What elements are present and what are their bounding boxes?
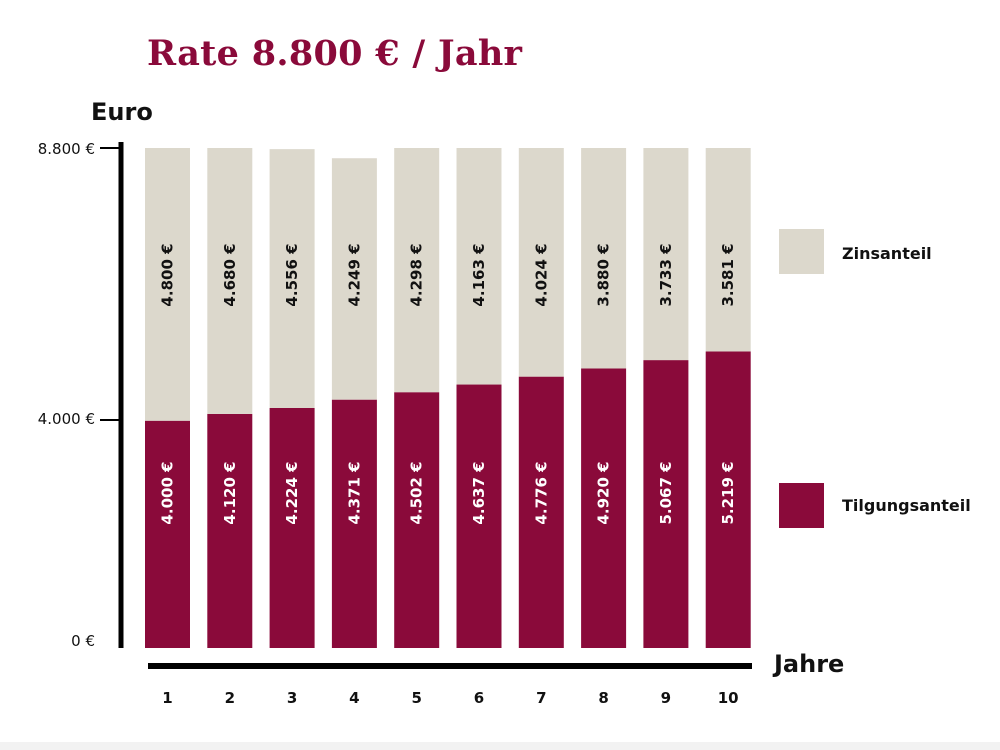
footer-strip <box>0 742 1000 750</box>
bar-value-label-tilgungsanteil-10: 5.219 € <box>719 461 737 524</box>
bar-tilgungsanteil-5 <box>394 392 440 648</box>
bar-value-label-tilgungsanteil-5: 4.502 € <box>408 461 426 524</box>
bar-zinsanteil-2 <box>207 148 253 414</box>
y-tick-label-mid: 4.000 € <box>37 410 95 428</box>
bar-value-label-zinsanteil-7: 4.024 € <box>532 243 550 306</box>
legend-label-zinsanteil: Zinsanteil <box>842 244 932 263</box>
bar-zinsanteil-10 <box>705 148 751 352</box>
bar-zinsanteil-3 <box>269 149 315 409</box>
bar-zinsanteil-9 <box>643 148 689 361</box>
bar-tilgungsanteil-7 <box>518 376 564 648</box>
bar-value-label-tilgungsanteil-4: 4.371 € <box>345 461 363 524</box>
x-tick-label-9: 9 <box>661 689 671 707</box>
bar-value-label-tilgungsanteil-8: 4.920 € <box>595 461 613 524</box>
x-tick-label-2: 2 <box>225 689 235 707</box>
bar-tilgungsanteil-4 <box>331 399 377 648</box>
x-tick-label-3: 3 <box>287 689 297 707</box>
legend-label-tilgungsanteil: Tilgungsanteil <box>842 496 971 515</box>
bar-value-label-zinsanteil-5: 4.298 € <box>408 243 426 306</box>
bar-value-label-zinsanteil-8: 3.880 € <box>595 243 613 306</box>
bar-value-label-zinsanteil-6: 4.163 € <box>470 243 488 306</box>
y-tick-label-zero: 0 € <box>71 632 95 650</box>
bar-value-label-zinsanteil-4: 4.249 € <box>345 243 363 306</box>
bar-tilgungsanteil-6 <box>456 384 502 648</box>
bar-zinsanteil-7 <box>518 148 564 377</box>
chart-title: Rate 8.800 € / Jahr <box>147 33 523 74</box>
bar-value-label-tilgungsanteil-7: 4.776 € <box>532 461 550 524</box>
bar-tilgungsanteil-1 <box>145 420 190 648</box>
bar-tilgungsanteil-9 <box>643 360 689 648</box>
bar-group: 4.000 € 4.800 € 4.120 € 4.680 € 4.224 € 4.556… <box>145 148 751 648</box>
x-tick-label-1: 1 <box>162 689 172 707</box>
bar-zinsanteil-5 <box>394 148 440 393</box>
legend-swatch-zinsanteil <box>779 229 824 274</box>
x-tick-label-6: 6 <box>474 689 484 707</box>
bar-value-label-tilgungsanteil-2: 4.120 € <box>221 461 239 524</box>
x-tick-group: 1 2 3 4 5 6 7 8 9 10 <box>162 689 738 707</box>
bar-value-label-tilgungsanteil-3: 4.224 € <box>283 461 301 524</box>
x-tick-label-7: 7 <box>536 689 546 707</box>
legend-swatch-tilgungsanteil <box>779 483 824 528</box>
y-tick-label-top: 8.800 € <box>37 140 95 158</box>
x-axis-label: Jahre <box>774 650 845 678</box>
bar-tilgungsanteil-2 <box>207 413 253 648</box>
bar-tilgungsanteil-8 <box>581 368 627 648</box>
x-tick-label-8: 8 <box>598 689 608 707</box>
bar-value-label-zinsanteil-1: 4.800 € <box>159 243 177 306</box>
bar-tilgungsanteil-3 <box>269 408 315 648</box>
bar-value-label-zinsanteil-3: 4.556 € <box>283 243 301 306</box>
bar-value-label-zinsanteil-10: 3.581 € <box>719 243 737 306</box>
bar-value-label-zinsanteil-9: 3.733 € <box>657 243 675 306</box>
y-axis-label: Euro <box>91 98 153 126</box>
bar-value-label-tilgungsanteil-6: 4.637 € <box>470 461 488 524</box>
bar-zinsanteil-4 <box>331 158 377 400</box>
bar-zinsanteil-8 <box>581 148 627 369</box>
x-tick-label-10: 10 <box>718 689 739 707</box>
bar-value-label-tilgungsanteil-9: 5.067 € <box>657 461 675 524</box>
x-tick-label-4: 4 <box>349 689 359 707</box>
bar-zinsanteil-1 <box>145 148 190 421</box>
x-tick-label-5: 5 <box>411 689 421 707</box>
bar-zinsanteil-6 <box>456 148 502 385</box>
bar-value-label-tilgungsanteil-1: 4.000 € <box>159 461 177 524</box>
bar-value-label-zinsanteil-2: 4.680 € <box>221 243 239 306</box>
bar-tilgungsanteil-10 <box>705 351 751 648</box>
